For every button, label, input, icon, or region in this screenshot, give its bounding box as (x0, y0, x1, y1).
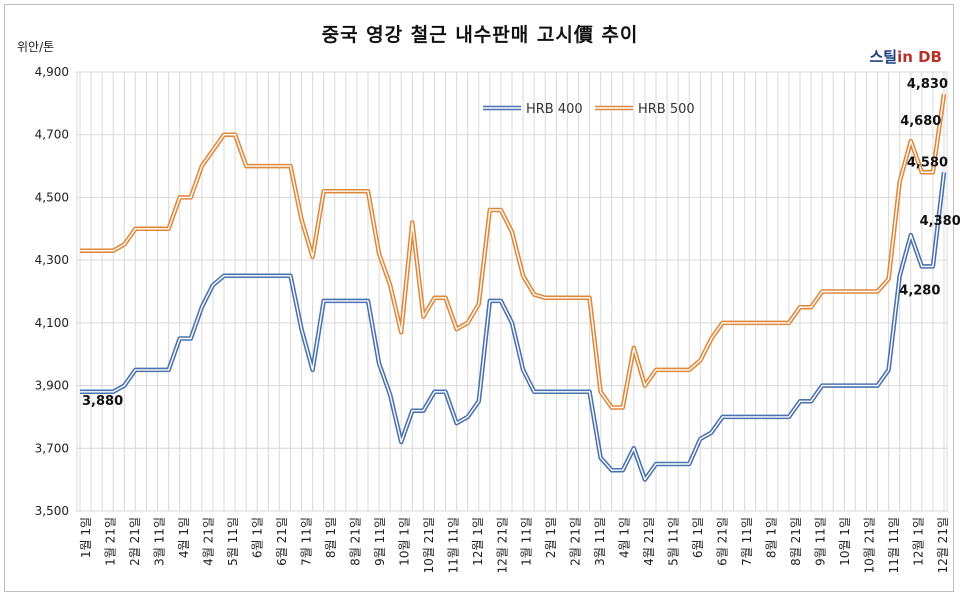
x-tick-label: 12월 1일 (471, 517, 485, 566)
x-tick-label: 6월 1일 (250, 517, 264, 558)
x-tick-label: 3월 11일 (593, 517, 607, 566)
legend-label-2: HRB 500 (638, 102, 695, 117)
y-tick-label: 4,500 (35, 190, 69, 204)
y-axis-unit-label: 위안/톤 (17, 40, 55, 54)
y-tick-label: 3,500 (35, 504, 69, 518)
legend-label-1: HRB 400 (526, 102, 583, 117)
x-tick-label: 9월 11일 (814, 517, 828, 566)
x-tick-label: 1월 11일 (520, 517, 534, 566)
x-tick-label: 6월 21일 (275, 517, 289, 566)
y-tick-label: 4,700 (35, 128, 69, 142)
x-tick-label: 10월 21일 (422, 517, 436, 573)
x-tick-label: 6월 1일 (691, 517, 705, 558)
y-tick-label: 3,900 (35, 379, 69, 393)
x-tick-label: 4월 21일 (642, 517, 656, 566)
y-tick-label: 4,300 (35, 253, 69, 267)
data-label: 4,380 (920, 214, 960, 229)
series-line-inner-1 (80, 172, 945, 481)
data-label: 4,680 (900, 114, 941, 129)
data-label: 4,280 (899, 283, 940, 298)
x-tick-label: 4월 21일 (201, 517, 215, 566)
brand-logo-part1: 스틸 (869, 48, 898, 66)
x-tick-label: 4월 1일 (618, 517, 632, 558)
x-tick-label: 6월 21일 (716, 517, 730, 566)
x-tick-label: 10월 21일 (863, 517, 877, 573)
x-tick-label: 8월 21일 (789, 517, 803, 566)
x-tick-label: 5월 11일 (667, 517, 681, 566)
x-tick-label: 3월 11일 (152, 517, 166, 566)
data-label: 4,830 (907, 77, 948, 92)
x-tick-label: 12월 21일 (495, 517, 509, 573)
x-tick-label: 8월 1일 (765, 517, 779, 558)
x-tick-label: 10월 1일 (838, 517, 852, 566)
x-tick-label: 1월 1일 (79, 517, 93, 558)
x-tick-label: 10월 1일 (397, 517, 411, 566)
x-tick-label: 11월 11일 (887, 517, 901, 573)
x-tick-label: 2월 1일 (544, 517, 558, 558)
x-tick-label: 2월 21일 (569, 517, 583, 566)
x-tick-label: 1월 21일 (103, 517, 117, 566)
x-tick-label: 4월 1일 (177, 517, 191, 558)
data-label: 4,580 (907, 155, 948, 170)
series-line-inner-2 (80, 93, 945, 409)
x-tick-label: 7월 11일 (299, 517, 313, 566)
x-tick-label: 8월 1일 (324, 517, 338, 558)
plot-area (76, 71, 948, 512)
y-tick-label: 4,100 (35, 316, 69, 330)
y-tick-label: 3,700 (35, 441, 69, 455)
brand-logo-part2: in DB (897, 48, 942, 66)
x-tick-label: 8월 21일 (348, 517, 362, 566)
data-label: 3,880 (82, 394, 123, 409)
x-tick-label: 11월 11일 (446, 517, 460, 573)
brand-logo: 스틸in DB (869, 46, 942, 67)
x-tick-label: 5월 11일 (226, 517, 240, 566)
x-tick-label: 7월 11일 (740, 517, 754, 566)
chart-title: 중국 영강 철근 내수판매 고시價 추이 (321, 24, 639, 46)
x-tick-label: 2월 21일 (128, 517, 142, 566)
x-tick-label: 12월 1일 (912, 517, 926, 566)
x-tick-label: 12월 21일 (936, 517, 950, 573)
x-tick-label: 9월 11일 (373, 517, 387, 566)
y-tick-label: 4,900 (35, 65, 69, 79)
